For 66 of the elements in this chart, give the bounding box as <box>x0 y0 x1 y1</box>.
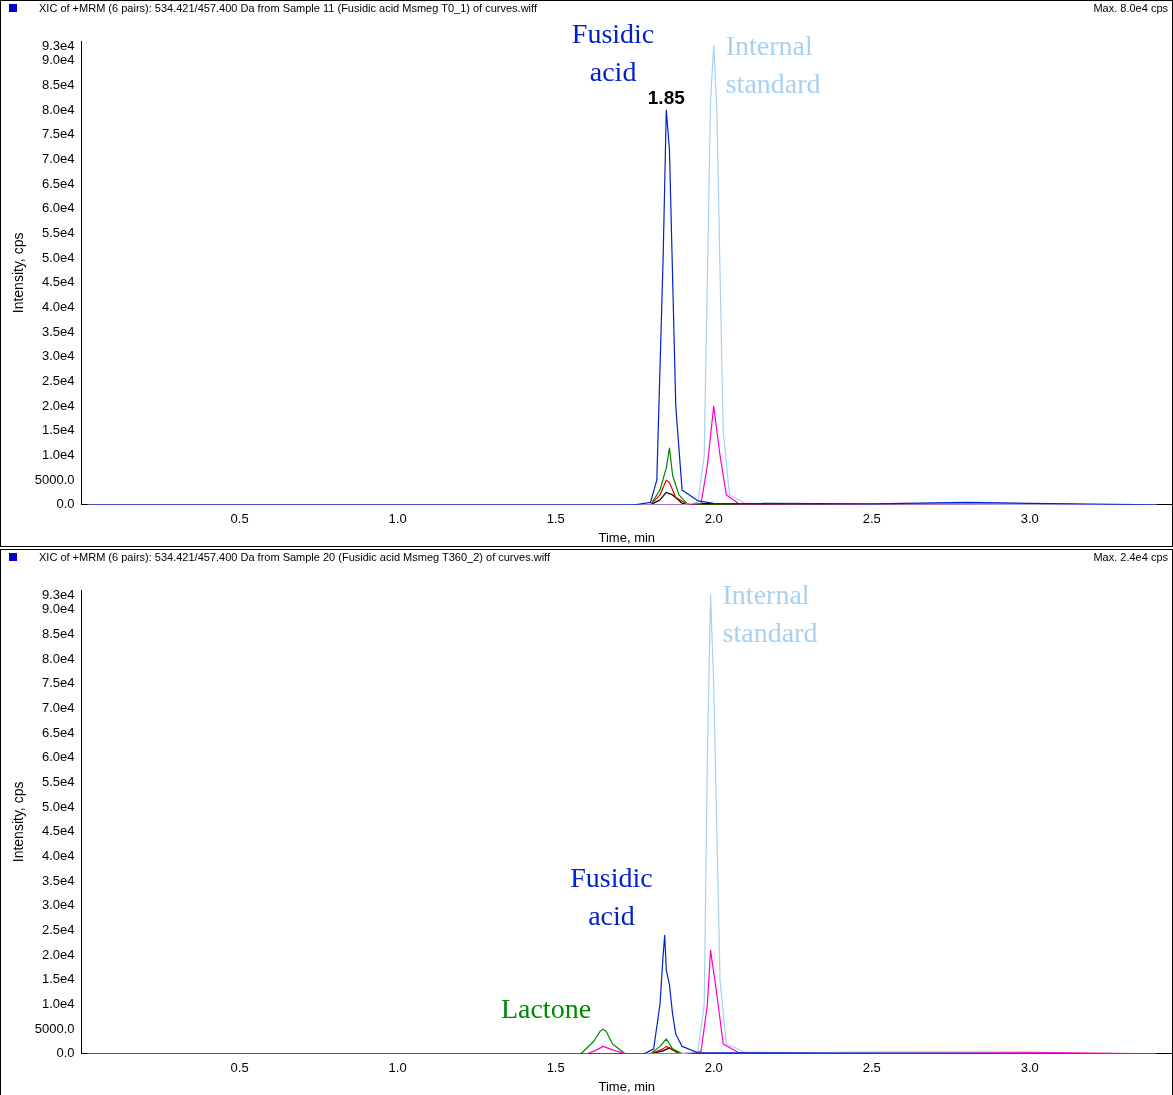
text: Max. 8.0e4 cps <box>1093 2 1168 14</box>
y-axis-title: Intensity, cps <box>10 232 27 314</box>
x-tick-label: 0.5 <box>230 1060 249 1076</box>
y-tick-label: 9.0e4 <box>42 52 75 68</box>
y-tick-label: 1.0e4 <box>42 996 75 1012</box>
series-label: Fusidic acid <box>570 861 653 931</box>
x-tick-label: 1.0 <box>388 1060 407 1076</box>
x-tick-label: 2.0 <box>704 511 723 527</box>
y-tick-label: 9.3e4 <box>42 586 75 602</box>
annotation: 1.85 <box>647 86 686 108</box>
y-tick-label: 3.0e4 <box>42 348 75 364</box>
chart-title: XIC of +MRM (6 pairs): 534.421/457.400 Da from Sample 20 (Fusidic acid Msmeg T360_2) of curves.wiff <box>39 551 551 563</box>
y-tick-label: 6.5e4 <box>42 724 75 740</box>
y-tick-label: 4.5e4 <box>42 823 75 839</box>
x-tick-label: 1.0 <box>388 511 407 527</box>
y-tick-label: 9.0e4 <box>42 601 75 617</box>
y-tick-label: 6.0e4 <box>42 200 75 216</box>
y-tick-label: 8.5e4 <box>42 625 75 641</box>
x-tick-label: 2.5 <box>862 1060 881 1076</box>
y-tick-label: 1.5e4 <box>42 422 75 438</box>
y-tick-label: 0.0 <box>56 496 75 512</box>
y-tick-label: 1.0e4 <box>42 447 75 463</box>
y-tick-label: 2.0e4 <box>42 397 75 413</box>
y-tick-label: 8.5e4 <box>42 76 75 92</box>
y-tick-label: 7.0e4 <box>42 700 75 715</box>
y-tick-label: 3.5e4 <box>42 872 75 888</box>
x-axis-title: Time, min <box>598 1078 656 1094</box>
y-tick-label: 4.0e4 <box>42 299 75 315</box>
series-label: Internal standard <box>725 30 821 100</box>
x-tick-label: 2.0 <box>704 1060 723 1076</box>
x-tick-label: 0.5 <box>230 511 249 527</box>
x-tick-label: 3.0 <box>1020 511 1039 527</box>
y-tick-label: 2.5e4 <box>42 922 75 938</box>
y-tick-label: 5000.0 <box>34 1020 75 1036</box>
y-tick-label: 2.5e4 <box>42 373 75 389</box>
y-axis-title: Intensity, cps <box>10 781 27 863</box>
series-label: Internal standard <box>722 579 818 649</box>
series-label: Fusidic acid <box>571 18 655 88</box>
y-tick-label: 1.5e4 <box>42 971 75 987</box>
y-tick-label: 5000.0 <box>34 471 75 487</box>
y-tick-label: 0.0 <box>56 1045 75 1061</box>
series-label: Lactone <box>500 993 592 1025</box>
x-tick-label: 1.5 <box>546 511 565 527</box>
chart-title: XIC of +MRM (6 pairs): 534.421/457.400 Da from Sample 11 (Fusidic acid Msmeg T0_1) of curves.wiff <box>39 2 537 14</box>
x-tick-label: 3.0 <box>1020 1060 1039 1076</box>
y-tick-label: 3.0e4 <box>42 897 75 913</box>
y-tick-label: 2.0e4 <box>42 946 75 962</box>
y-tick-label: 7.5e4 <box>42 675 75 691</box>
x-tick-label: 2.5 <box>862 511 881 527</box>
y-tick-label: 5.0e4 <box>42 249 75 265</box>
y-tick-label: 3.5e4 <box>42 323 75 339</box>
y-tick-label: 4.0e4 <box>42 848 75 864</box>
y-tick-label: 4.5e4 <box>42 274 75 290</box>
y-tick-label: 5.5e4 <box>42 774 75 790</box>
x-tick-label: 1.5 <box>546 1060 565 1076</box>
y-tick-label: 9.3e4 <box>42 37 75 53</box>
y-tick-label: 7.0e4 <box>42 151 75 166</box>
y-tick-label: 8.0e4 <box>42 101 75 117</box>
x-axis-title: Time, min <box>598 529 656 545</box>
y-tick-label: 5.5e4 <box>42 225 75 241</box>
y-tick-label: 6.5e4 <box>42 175 75 191</box>
y-tick-label: 8.0e4 <box>42 650 75 666</box>
y-tick-label: 6.0e4 <box>42 749 75 765</box>
y-tick-label: 7.5e4 <box>42 126 75 142</box>
y-tick-label: 5.0e4 <box>42 798 75 814</box>
text: Max. 2.4e4 cps <box>1093 551 1168 563</box>
